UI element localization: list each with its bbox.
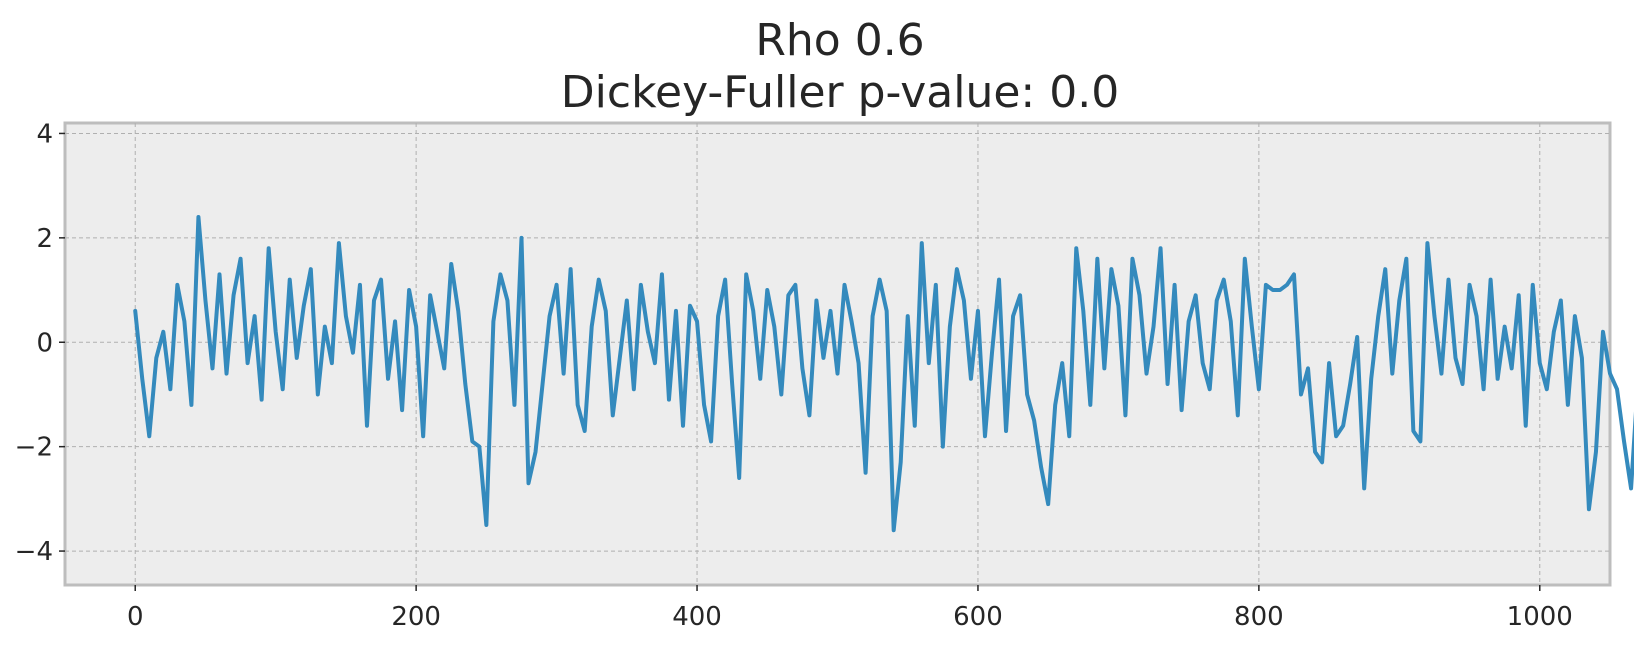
chart-subtitle: Dickey-Fuller p-value: 0.0 [561, 67, 1119, 118]
series-line-0 [133, 214, 1634, 533]
grid-lines [65, 123, 1610, 585]
series-layer [133, 214, 1634, 533]
axis-ticks: 0 200 400 600 800 1000 −4 −2 0 2 4 [15, 119, 1573, 632]
x-tick-label: 200 [391, 602, 441, 632]
y-tick-label: 2 [36, 224, 53, 254]
x-tick-label: 1000 [1507, 602, 1573, 632]
chart-title: Rho 0.6 [755, 15, 924, 66]
x-tick-label: 600 [953, 602, 1003, 632]
x-tick-label: 800 [1234, 602, 1284, 632]
y-tick-label: −2 [15, 433, 53, 463]
y-tick-label: 4 [36, 119, 53, 149]
x-tick-label: 400 [672, 602, 722, 632]
y-tick-label: 0 [36, 328, 53, 358]
y-tick-label: −4 [15, 537, 53, 567]
x-tick-label: 0 [127, 602, 144, 632]
